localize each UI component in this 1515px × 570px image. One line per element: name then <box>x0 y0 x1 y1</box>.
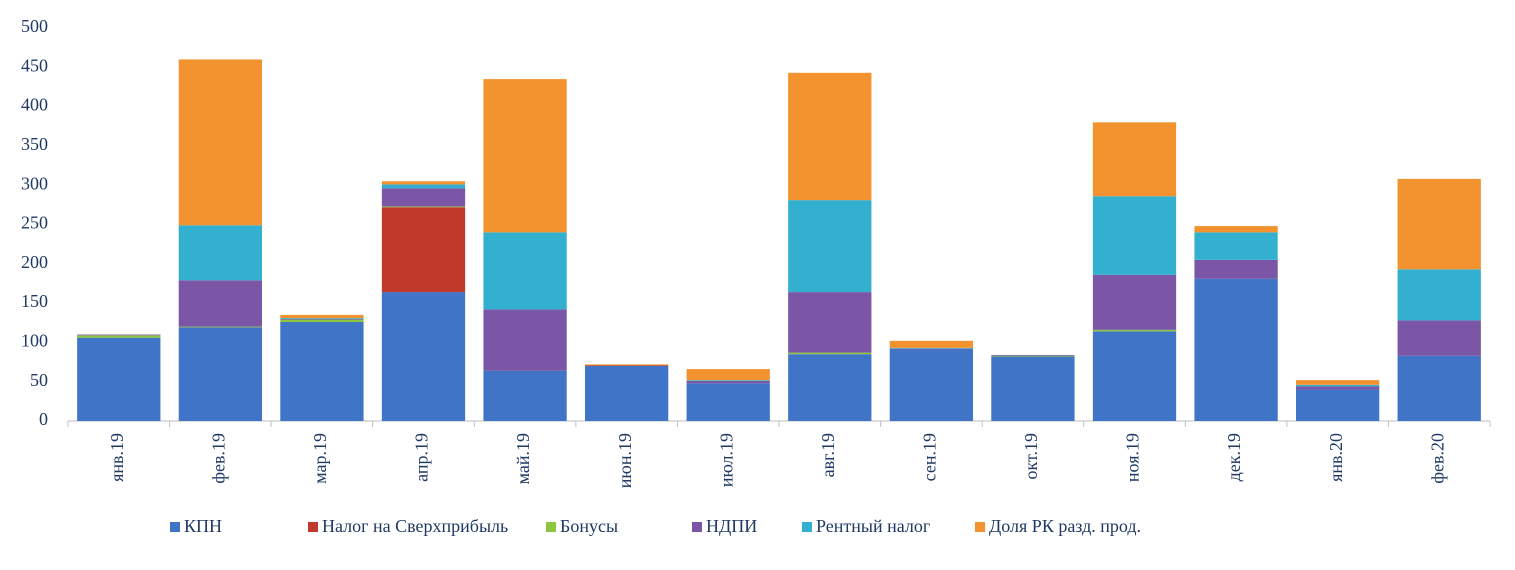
legend-swatch <box>546 522 556 532</box>
bar-segment <box>788 354 872 421</box>
bar-segment <box>381 292 466 421</box>
y-tick-label: 250 <box>21 213 48 233</box>
legend-swatch <box>975 522 985 532</box>
bar-segment <box>788 292 872 353</box>
bar-segment <box>280 318 364 320</box>
bar-segment <box>1194 259 1278 279</box>
bar-segment <box>1295 380 1380 385</box>
bar-segment <box>381 188 466 207</box>
bar-segment <box>991 355 1075 357</box>
legend-label: Рентный налог <box>816 516 930 536</box>
bar-segment <box>1194 226 1278 233</box>
x-tick-label: фев.19 <box>208 433 228 484</box>
bar-segment <box>686 380 770 384</box>
y-tick-label: 400 <box>21 95 48 115</box>
bar-segment <box>1092 329 1177 332</box>
legend-swatch <box>692 522 702 532</box>
bar-segment <box>686 383 770 421</box>
bar-segment <box>1295 386 1380 390</box>
bar-segment <box>280 318 364 319</box>
legend-label: КПН <box>184 516 222 536</box>
x-tick-label: сен.19 <box>919 433 939 481</box>
bar-segment <box>889 348 974 350</box>
x-tick-label: ноя.19 <box>1123 433 1143 482</box>
y-tick-label: 150 <box>21 291 48 311</box>
bar-segment <box>1194 278 1278 421</box>
y-tick-label: 450 <box>21 55 48 75</box>
bar-segment <box>1092 122 1177 197</box>
bar-segment <box>280 319 364 322</box>
bar-segment <box>381 181 466 185</box>
bar-segment <box>788 352 872 355</box>
bar-segment <box>1397 178 1481 270</box>
bar-segment <box>178 327 263 421</box>
bar-segment <box>1092 196 1177 275</box>
y-tick-label: 500 <box>21 16 48 36</box>
legend-label: Налог на Сверхприбыль <box>322 516 508 536</box>
bar-segment <box>280 314 364 319</box>
legend-swatch <box>308 522 318 532</box>
legend-label: Бонусы <box>560 516 618 536</box>
bar-segment <box>178 326 263 328</box>
x-tick-label: фев.20 <box>1427 433 1447 484</box>
x-tick-label: янв.19 <box>107 433 127 482</box>
bar-segment <box>788 200 872 293</box>
x-tick-label: янв.20 <box>1326 433 1346 482</box>
bar-segment <box>178 59 263 226</box>
legend-label: Доля РК разд. прод. <box>989 516 1141 536</box>
y-tick-label: 300 <box>21 173 48 193</box>
bar-segment <box>77 337 161 421</box>
x-tick-label: июл.19 <box>716 433 736 487</box>
bar-segment <box>483 309 567 371</box>
bar-segment <box>686 380 770 381</box>
bar-segment <box>77 335 161 338</box>
bar-segment <box>889 340 974 348</box>
y-tick-label: 0 <box>39 409 48 429</box>
bar-segment <box>1295 384 1380 387</box>
x-tick-label: мар.19 <box>310 433 330 484</box>
bar-segment <box>584 365 669 366</box>
bar-segment <box>483 370 567 421</box>
x-tick-label: апр.19 <box>412 433 432 482</box>
bar-segment <box>77 334 161 336</box>
bar-segment <box>584 365 669 421</box>
legend-swatch <box>170 522 180 532</box>
bar-segment <box>1295 389 1380 421</box>
x-tick-label: дек.19 <box>1224 433 1244 481</box>
bar-segment <box>381 206 466 208</box>
bar-segment <box>1194 232 1278 260</box>
bar-segment <box>991 356 1075 421</box>
bar-segment <box>483 232 567 310</box>
bar-segment <box>381 184 466 189</box>
bar-segment <box>1397 355 1481 421</box>
bar-segment <box>280 321 364 421</box>
bar-segment <box>483 79 567 233</box>
bar-segment <box>889 349 974 421</box>
bar-segment <box>788 72 872 201</box>
y-tick-label: 350 <box>21 134 48 154</box>
x-tick-label: окт.19 <box>1021 433 1041 480</box>
bar-segment <box>889 347 974 349</box>
bar-segment <box>178 280 263 327</box>
x-tick-label: авг.19 <box>818 433 838 477</box>
x-tick-label: май.19 <box>513 433 533 484</box>
legend-swatch <box>802 522 812 532</box>
legend-label: НДПИ <box>706 516 757 536</box>
y-tick-label: 100 <box>21 331 48 351</box>
x-tick-label: июн.19 <box>615 433 635 488</box>
bar-segment <box>1092 274 1177 330</box>
bar-segment <box>178 225 263 281</box>
y-tick-label: 50 <box>30 370 48 390</box>
bar-segment <box>584 364 669 366</box>
bar-segment <box>991 354 1075 356</box>
bar-segment <box>1092 331 1177 421</box>
bar-segment <box>1397 269 1481 321</box>
y-tick-label: 200 <box>21 252 48 272</box>
bar-segment <box>381 207 466 293</box>
bar-segment <box>1397 320 1481 356</box>
bar-segment <box>686 369 770 381</box>
